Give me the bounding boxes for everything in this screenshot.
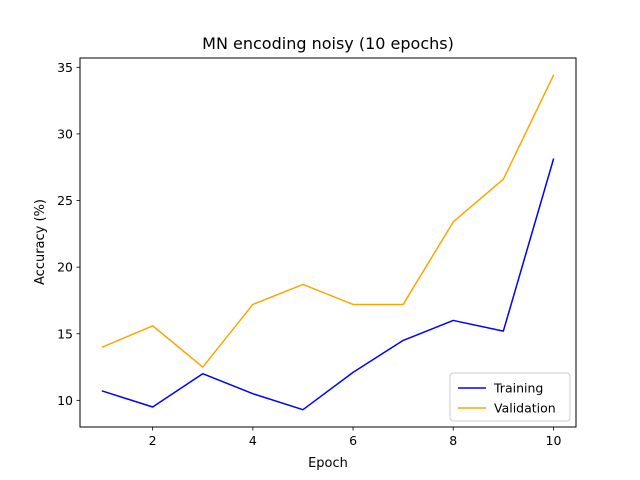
x-tick-label-4: 4 <box>249 433 257 448</box>
y-tick-label-35: 35 <box>57 60 73 75</box>
y-tick-label-30: 30 <box>57 126 73 141</box>
series-line-validation <box>101 74 555 368</box>
axis-ticks: 2 4 6 8 10 10 15 20 25 30 35 <box>57 60 561 448</box>
chart-title: MN encoding noisy (10 epochs) <box>202 34 454 53</box>
y-tick-label-15: 15 <box>57 326 73 341</box>
y-axis-label: Accuracy (%) <box>33 199 48 285</box>
legend-box <box>449 372 571 422</box>
plot-area <box>101 74 555 411</box>
legend: Training Validation <box>449 372 571 422</box>
y-tick-label-25: 25 <box>57 193 73 208</box>
x-tick-label-2: 2 <box>149 433 157 448</box>
y-tick-label-10: 10 <box>57 393 73 408</box>
x-tick-label-8: 8 <box>449 433 457 448</box>
legend-label-validation: Validation <box>494 401 556 416</box>
x-axis-label: Epoch <box>308 456 348 471</box>
x-tick-label-6: 6 <box>349 433 357 448</box>
x-tick-label-10: 10 <box>546 433 562 448</box>
series-line-training <box>101 158 555 411</box>
y-tick-label-20: 20 <box>57 260 73 275</box>
legend-label-training: Training <box>493 381 543 396</box>
axes-frame <box>79 57 577 428</box>
